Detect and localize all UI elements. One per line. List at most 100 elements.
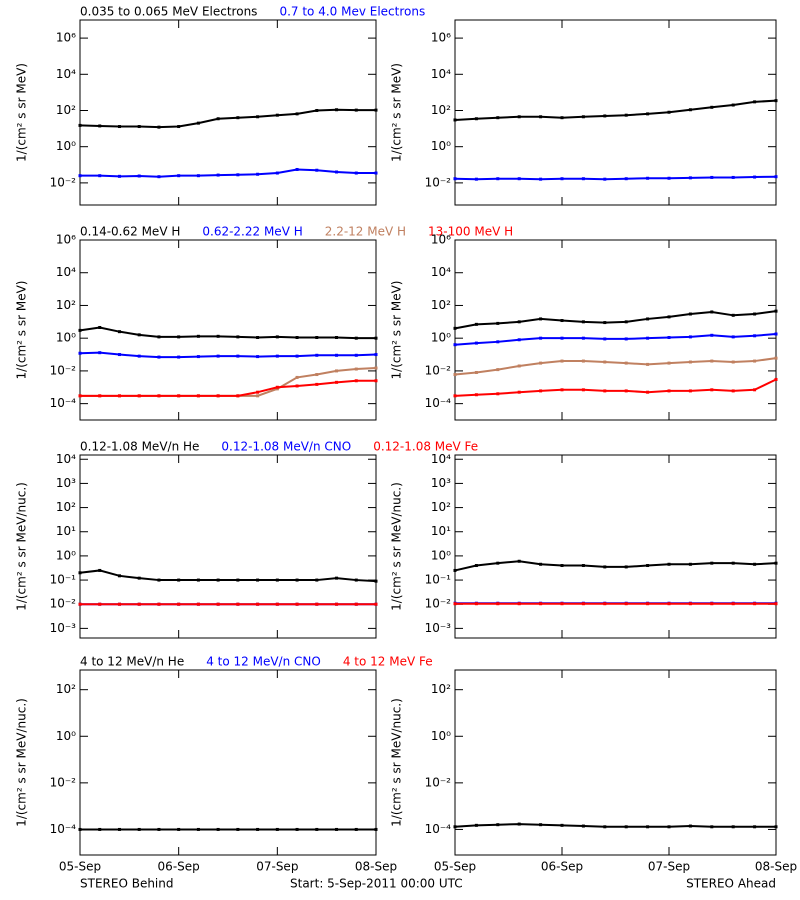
data-point xyxy=(236,116,240,120)
data-point xyxy=(216,173,220,177)
y-tick-label: 10² xyxy=(56,103,76,117)
series-line xyxy=(79,351,377,359)
data-point xyxy=(710,602,714,606)
y-axis-label: 1/(cm² s sr MeV/nuc.) xyxy=(15,698,29,827)
y-tick-label: 10⁴ xyxy=(431,265,451,279)
data-point xyxy=(560,177,564,181)
data-point xyxy=(517,559,521,563)
y-tick-label: 10⁰ xyxy=(431,139,451,153)
data-point xyxy=(539,823,543,827)
data-point xyxy=(137,174,141,178)
y-tick-label: 10⁻² xyxy=(425,363,452,377)
x-tick-label: 06-Sep xyxy=(541,860,583,874)
data-point xyxy=(496,823,500,827)
data-point xyxy=(196,174,200,178)
data-point xyxy=(774,356,778,360)
data-point xyxy=(98,602,102,606)
y-tick-label: 10⁰ xyxy=(56,331,76,345)
data-point xyxy=(581,388,585,392)
data-point xyxy=(646,317,650,321)
data-point xyxy=(753,388,757,392)
data-point xyxy=(688,108,692,112)
data-point xyxy=(354,336,358,340)
data-point xyxy=(710,310,714,314)
data-point xyxy=(603,602,607,606)
data-point xyxy=(774,309,778,313)
data-point xyxy=(216,394,220,398)
data-point xyxy=(624,177,628,181)
data-point xyxy=(603,337,607,341)
data-point xyxy=(78,827,82,831)
series-line xyxy=(454,378,777,397)
data-point xyxy=(474,117,478,121)
data-point xyxy=(667,361,671,365)
data-point xyxy=(374,379,378,383)
data-point xyxy=(667,176,671,180)
data-point xyxy=(117,330,121,334)
data-point xyxy=(354,353,358,357)
data-point xyxy=(78,394,82,398)
data-point xyxy=(374,579,378,583)
x-tick-label: 08-Sep xyxy=(755,860,797,874)
data-point xyxy=(774,377,778,381)
y-tick-label: 10⁴ xyxy=(56,67,76,81)
legend-entry: 4 to 12 MeV/n He xyxy=(80,655,184,669)
data-point xyxy=(157,175,161,179)
x-tick-label: 05-Sep xyxy=(59,860,101,874)
data-point xyxy=(560,602,564,606)
data-point xyxy=(117,827,121,831)
data-point xyxy=(157,602,161,606)
y-tick-label: 10² xyxy=(431,682,451,696)
data-point xyxy=(624,825,628,829)
data-point xyxy=(667,315,671,319)
data-point xyxy=(137,827,141,831)
data-point xyxy=(177,125,181,129)
data-point xyxy=(315,168,319,172)
y-tick-label: 10¹ xyxy=(431,524,451,538)
data-point xyxy=(157,125,161,129)
data-point xyxy=(256,578,260,582)
series-line xyxy=(454,175,777,181)
y-tick-label: 10⁻⁴ xyxy=(425,822,452,836)
data-point xyxy=(753,100,757,104)
data-point xyxy=(517,390,521,394)
data-point xyxy=(335,170,339,174)
data-point xyxy=(453,177,457,181)
data-point xyxy=(688,602,692,606)
data-point xyxy=(256,172,260,176)
data-point xyxy=(78,328,82,332)
data-point xyxy=(474,393,478,397)
data-point xyxy=(216,334,220,338)
legend-entry: 13-100 MeV H xyxy=(428,225,513,239)
data-point xyxy=(216,578,220,582)
data-point xyxy=(624,320,628,324)
data-point xyxy=(753,602,757,606)
data-point xyxy=(453,343,457,347)
data-point xyxy=(236,602,240,606)
data-point xyxy=(98,568,102,572)
data-point xyxy=(646,602,650,606)
data-point xyxy=(335,336,339,340)
data-point xyxy=(315,108,319,112)
data-point xyxy=(496,602,500,606)
data-point xyxy=(236,335,240,339)
data-point xyxy=(731,602,735,606)
data-point xyxy=(117,353,121,357)
data-point xyxy=(275,827,279,831)
data-point xyxy=(624,602,628,606)
data-point xyxy=(688,176,692,180)
data-point xyxy=(474,370,478,374)
data-point xyxy=(157,394,161,398)
data-point xyxy=(539,336,543,340)
data-point xyxy=(453,825,457,829)
data-point xyxy=(98,124,102,128)
data-point xyxy=(624,337,628,341)
x-tick-label: 08-Sep xyxy=(355,860,397,874)
data-point xyxy=(646,564,650,568)
data-point xyxy=(710,825,714,829)
data-point xyxy=(236,354,240,358)
y-tick-label: 10⁶ xyxy=(56,233,76,247)
data-point xyxy=(474,823,478,827)
data-point xyxy=(539,361,543,365)
data-point xyxy=(354,379,358,383)
